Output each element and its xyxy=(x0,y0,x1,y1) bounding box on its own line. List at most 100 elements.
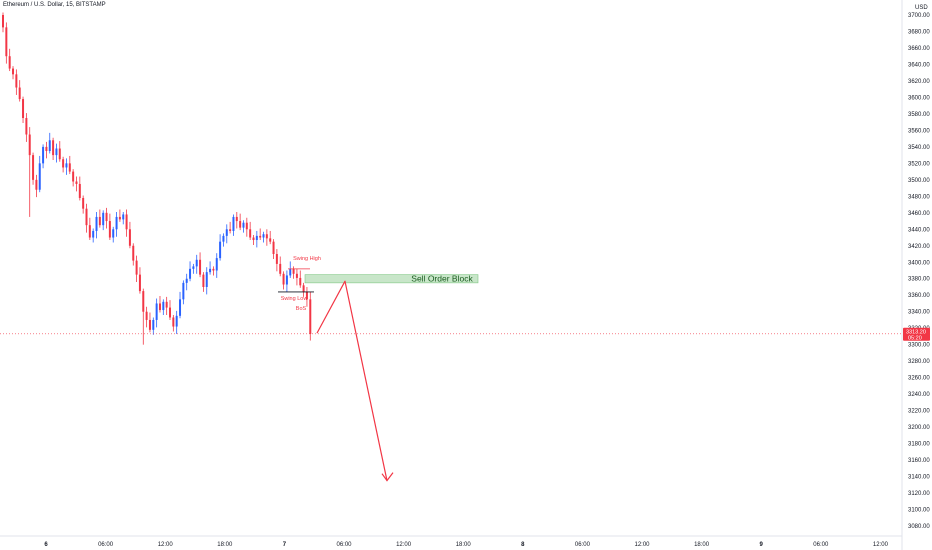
price-tick-label: 3300.00 xyxy=(908,343,930,349)
sell-order-block-zone[interactable] xyxy=(304,274,479,284)
candle-body xyxy=(75,181,78,184)
price-tick-label: 3480.00 xyxy=(908,194,930,200)
time-tick-label: 18:00 xyxy=(694,542,710,548)
price-badge-bg xyxy=(903,327,930,341)
candle-body xyxy=(232,216,235,231)
time-tick-label: 6 xyxy=(44,542,48,548)
drawing-annotations[interactable]: Sell Order Block Swing High Swing Low BoS xyxy=(278,256,479,482)
candle-body xyxy=(138,274,141,292)
candle-body xyxy=(28,134,31,156)
candle-body xyxy=(162,301,165,311)
candle-body xyxy=(185,278,188,283)
candle-body xyxy=(282,273,285,285)
candle-body xyxy=(175,315,178,327)
price-tick-label: 3540.00 xyxy=(908,145,930,151)
price-tick-label: 3100.00 xyxy=(908,508,930,514)
time-tick-label: 8 xyxy=(521,542,525,548)
candle-body xyxy=(172,317,175,327)
candle-body xyxy=(169,307,171,318)
candle-body xyxy=(112,229,115,238)
candle-body xyxy=(85,208,88,226)
candle-body xyxy=(285,275,288,285)
price-tick-label: 3600.00 xyxy=(908,95,930,101)
candle-body xyxy=(38,163,41,190)
price-tick-label: 3560.00 xyxy=(908,128,930,134)
time-tick-label: 06:00 xyxy=(98,542,114,548)
candle-body xyxy=(18,87,21,100)
candle-body xyxy=(135,260,138,275)
candle-body xyxy=(179,299,182,316)
price-tick-label: 3280.00 xyxy=(908,359,930,365)
price-tick-label: 3180.00 xyxy=(908,442,930,448)
candle-body xyxy=(32,155,35,180)
projection-arrow[interactable] xyxy=(316,280,388,481)
currency-label: USD xyxy=(915,5,928,11)
candle-body xyxy=(142,291,145,312)
candle-body xyxy=(222,235,225,242)
candle-body xyxy=(155,303,158,320)
candle-body xyxy=(269,238,272,242)
candle-body xyxy=(305,291,308,300)
time-tick-label: 06:00 xyxy=(336,542,352,548)
current-price-badge: 3313.20 05:20 xyxy=(903,327,930,341)
candle-body xyxy=(128,229,131,246)
candle-body xyxy=(105,212,108,222)
time-tick-label: 12:00 xyxy=(873,542,889,548)
candle-body xyxy=(65,163,68,168)
candle-body xyxy=(35,179,38,190)
candle-body xyxy=(209,268,212,273)
candle-body xyxy=(82,197,85,209)
bar-countdown: 05:20 xyxy=(908,335,922,341)
candle-body xyxy=(102,212,105,226)
candle-body xyxy=(22,99,25,119)
candle-body xyxy=(202,274,205,287)
candle-body xyxy=(239,221,242,228)
symbol-title: Ethereum / U.S. Dollar, 15, BITSTAMP xyxy=(3,2,106,8)
price-tick-label: 3380.00 xyxy=(908,277,930,283)
price-tick-label: 3360.00 xyxy=(908,293,930,299)
candle-body xyxy=(52,140,55,156)
time-tick-label: 12:00 xyxy=(396,542,412,548)
price-axis[interactable]: 3700.00 3680.00 3660.00 3640.00 3620.00 3600.… xyxy=(908,13,930,530)
price-tick-label: 3460.00 xyxy=(908,211,930,217)
candle-body xyxy=(118,216,121,220)
candle-body xyxy=(125,214,128,230)
candle-body xyxy=(212,268,215,271)
candle-body xyxy=(45,146,48,151)
candle-body xyxy=(309,299,312,334)
candle-body xyxy=(215,258,218,271)
time-tick-label: 06:00 xyxy=(813,542,829,548)
time-tick-label: 12:00 xyxy=(634,542,650,548)
price-tick-label: 3520.00 xyxy=(908,161,930,167)
candle-body xyxy=(279,263,282,274)
price-tick-label: 3660.00 xyxy=(908,46,930,52)
candle-body xyxy=(95,216,98,231)
candle-body xyxy=(272,241,275,255)
candle-body xyxy=(165,301,168,308)
sell-order-block-label: Sell Order Block xyxy=(411,274,473,284)
candle-body xyxy=(55,148,58,156)
time-axis[interactable]: 6 06:00 12:00 18:00 7 06:00 12:00 18:00 8 06:00 12… xyxy=(44,542,888,548)
candle-body xyxy=(205,272,208,287)
candle-body xyxy=(289,268,292,276)
price-tick-label: 3160.00 xyxy=(908,458,930,464)
candle-body xyxy=(255,235,258,241)
candle-body xyxy=(262,234,265,238)
candle-body xyxy=(245,222,248,230)
candle-body xyxy=(192,266,195,269)
candle-body xyxy=(295,273,298,278)
candle-body xyxy=(15,74,18,88)
price-tick-label: 3340.00 xyxy=(908,310,930,316)
price-tick-label: 3400.00 xyxy=(908,260,930,266)
candle-body xyxy=(299,277,302,286)
candle-body xyxy=(62,159,65,168)
candle-body xyxy=(199,259,202,275)
price-tick-label: 3120.00 xyxy=(908,491,930,497)
candle-body xyxy=(72,171,75,182)
candle-body xyxy=(219,241,222,259)
price-tick-label: 3500.00 xyxy=(908,178,930,184)
candle-body xyxy=(68,163,71,172)
candle-body xyxy=(152,319,155,330)
candle-body xyxy=(115,216,118,230)
